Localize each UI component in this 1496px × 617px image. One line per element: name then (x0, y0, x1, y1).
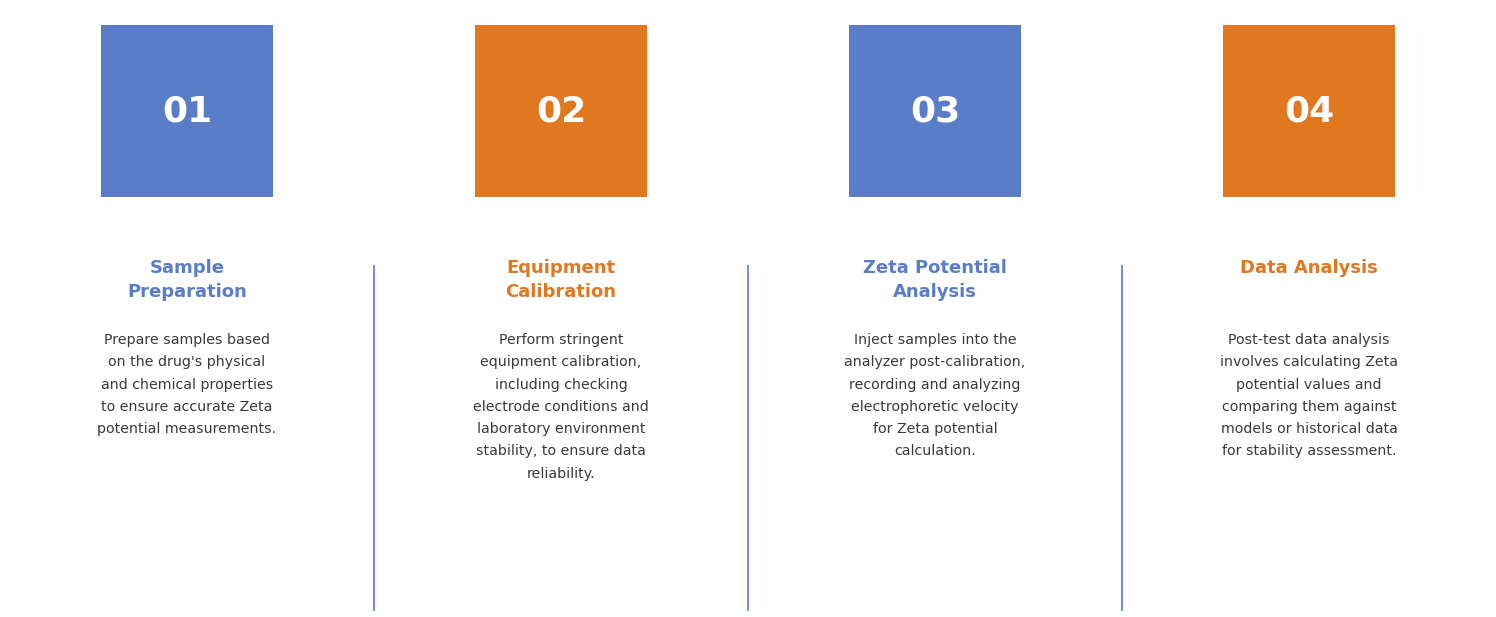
Text: Perform stringent
equipment calibration,
including checking
electrode conditions: Perform stringent equipment calibration,… (473, 333, 649, 481)
Text: Zeta Potential
Analysis: Zeta Potential Analysis (863, 259, 1007, 300)
FancyBboxPatch shape (1224, 25, 1394, 197)
Text: Prepare samples based
on the drug's physical
and chemical properties
to ensure a: Prepare samples based on the drug's phys… (97, 333, 277, 436)
FancyBboxPatch shape (476, 25, 646, 197)
Text: 03: 03 (910, 94, 960, 128)
Text: 04: 04 (1284, 94, 1334, 128)
Text: 02: 02 (536, 94, 586, 128)
FancyBboxPatch shape (850, 25, 1020, 197)
Text: Sample
Preparation: Sample Preparation (127, 259, 247, 300)
Text: Data Analysis: Data Analysis (1240, 259, 1378, 277)
Text: Inject samples into the
analyzer post-calibration,
recording and analyzing
elect: Inject samples into the analyzer post-ca… (844, 333, 1026, 458)
Text: 01: 01 (162, 94, 212, 128)
Text: Equipment
Calibration: Equipment Calibration (506, 259, 616, 300)
FancyBboxPatch shape (102, 25, 272, 197)
Text: Post-test data analysis
involves calculating Zeta
potential values and
comparing: Post-test data analysis involves calcula… (1221, 333, 1397, 458)
